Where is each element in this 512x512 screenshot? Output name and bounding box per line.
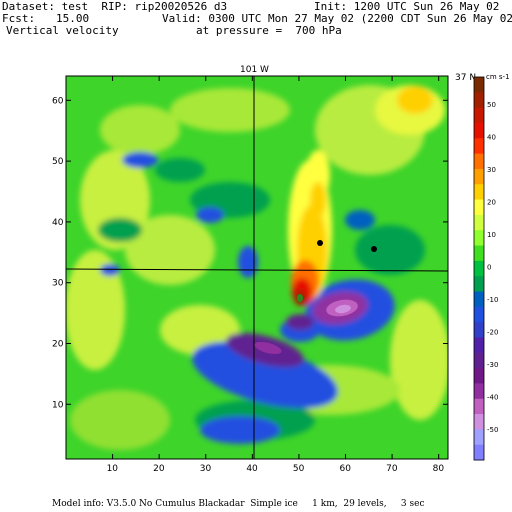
colorbar: 50 40 30 20 10 0 -10 -20 -30 -40 -50	[473, 76, 498, 461]
forecast-hour: 15.00	[56, 12, 90, 25]
station-marker	[371, 246, 377, 252]
colorbar-swatch	[474, 352, 484, 369]
colorbar-swatch	[474, 398, 484, 415]
colorbar-swatch	[474, 77, 484, 93]
colorbar-label: 30	[487, 166, 496, 174]
colorbar-label: -30	[487, 361, 498, 369]
model-info: Model info: V3.5.0 No Cumulus Blackadar …	[52, 499, 425, 509]
plot-frame	[65, 75, 449, 460]
colorbar-units: cm s-1	[486, 73, 510, 81]
colorbar-swatch	[474, 322, 484, 338]
colorbar-label: 40	[487, 134, 496, 142]
colorbar-swatch	[474, 92, 484, 109]
y-tick-label: 20	[52, 339, 64, 349]
x-tick-label: 50	[293, 464, 305, 474]
colorbar-label: 10	[487, 231, 496, 239]
colorbar-swatch	[474, 199, 484, 216]
colorbar-swatch	[474, 214, 484, 231]
colorbar-swatch	[474, 153, 484, 170]
colorbar-swatch	[474, 184, 484, 201]
colorbar-label: 20	[487, 199, 496, 207]
colorbar-swatch	[474, 122, 484, 139]
colorbar-swatch	[474, 429, 484, 446]
x-axis-ticks: 10 20 30 40 50 60 70 80	[107, 76, 445, 474]
colorbar-label: 50	[487, 101, 496, 109]
colorbar-swatch	[474, 230, 484, 247]
station-marker	[317, 240, 323, 246]
colorbar-label: -40	[487, 394, 498, 402]
x-tick-label: 60	[340, 464, 352, 474]
y-axis-ticks: 10 20 30 40 50 60	[52, 96, 448, 410]
meridian-label: 101 W	[240, 65, 269, 75]
colorbar-label: -10	[487, 296, 498, 304]
init-time: Init: 1200 UTC Sun 26 May 02	[314, 0, 500, 13]
y-tick-label: 30	[52, 279, 64, 289]
colorbar-swatch	[474, 444, 484, 461]
colorbar-swatch	[474, 138, 484, 155]
x-tick-label: 30	[200, 464, 212, 474]
x-tick-label: 80	[433, 464, 445, 474]
y-tick-label: 40	[52, 218, 64, 228]
parallel-label: 37 N	[455, 73, 476, 83]
colorbar-swatch	[474, 276, 484, 292]
colorbar-swatch	[474, 337, 484, 354]
colorbar-swatch	[474, 107, 484, 124]
colorbar-label: 0	[487, 264, 491, 272]
colorbar-swatch	[474, 168, 484, 185]
colorbar-frame	[473, 76, 485, 461]
parallel-line	[65, 268, 449, 272]
x-tick-label: 20	[153, 464, 165, 474]
pressure-level: at pressure = 700 hPa	[196, 24, 342, 37]
y-tick-label: 50	[52, 157, 64, 167]
colorbar-label: -20	[487, 329, 498, 337]
x-tick-label: 70	[386, 464, 398, 474]
field-name: Vertical velocity	[6, 24, 119, 37]
valid-time: Valid: 0300 UTC Mon 27 May 02 (2200 CDT …	[162, 12, 512, 25]
x-tick-label: 10	[107, 464, 119, 474]
y-tick-label: 10	[52, 400, 64, 410]
forecast-label: Fcst:	[2, 12, 36, 25]
x-tick-label: 40	[246, 464, 258, 474]
dataset-label: Dataset: test RIP: rip20020526 d3	[2, 0, 228, 13]
colorbar-label: -50	[487, 426, 498, 434]
colorbar-swatch	[474, 383, 484, 400]
colorbar-swatch	[474, 260, 484, 277]
vertical-velocity-field	[66, 76, 448, 459]
colorbar-swatch	[474, 306, 484, 323]
colorbar-swatch	[474, 291, 484, 308]
colorbar-swatch	[474, 414, 484, 430]
colorbar-swatch	[474, 245, 484, 262]
y-tick-label: 60	[52, 96, 64, 106]
colorbar-swatch	[474, 368, 484, 384]
